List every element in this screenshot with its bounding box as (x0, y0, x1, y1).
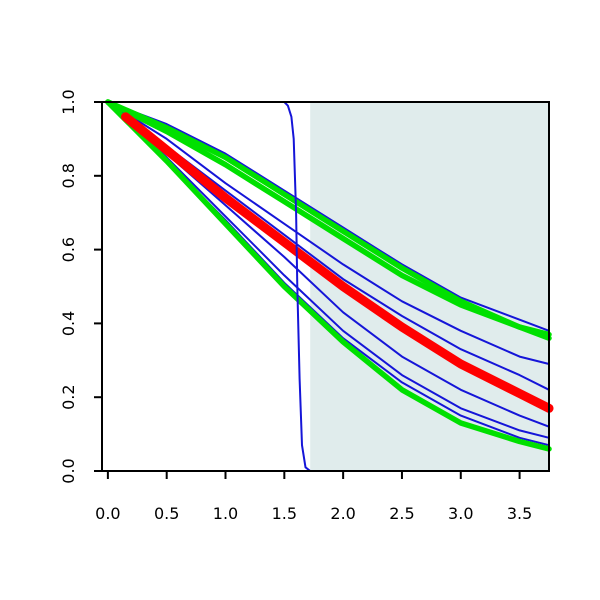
y-tick-label: 0.8 (59, 163, 78, 188)
series-line-10 (121, 112, 554, 413)
y-tick-label: 0.6 (59, 237, 78, 262)
series-line-5 (106, 101, 550, 439)
series-line-9 (105, 99, 552, 452)
y-tick-label: 0.2 (59, 384, 78, 409)
x-tick-label: 0.0 (95, 504, 120, 523)
x-tick-label: 1.5 (272, 504, 297, 523)
y-tick-label: 0.0 (59, 458, 78, 483)
y-tick-label: 1.0 (59, 89, 78, 114)
series-line-1 (106, 101, 550, 332)
x-tick-label: 1.0 (213, 504, 238, 523)
y-tick-label: 0.4 (59, 311, 78, 336)
x-tick-label: 2.5 (389, 504, 414, 523)
series-line-8 (105, 99, 552, 341)
x-axis: 0.0 0.5 1.0 1.5 2.0 2.5 3.0 3.5 (95, 470, 532, 523)
x-tick-label: 0.5 (154, 504, 179, 523)
y-axis: 0.0 0.2 0.4 0.6 0.8 1.0 (59, 89, 103, 484)
series-layer (105, 99, 554, 472)
x-tick-label: 2.0 (330, 504, 355, 523)
series-line-2 (106, 101, 550, 365)
x-tick-label: 3.0 (448, 504, 473, 523)
x-tick-label: 3.5 (507, 504, 532, 523)
